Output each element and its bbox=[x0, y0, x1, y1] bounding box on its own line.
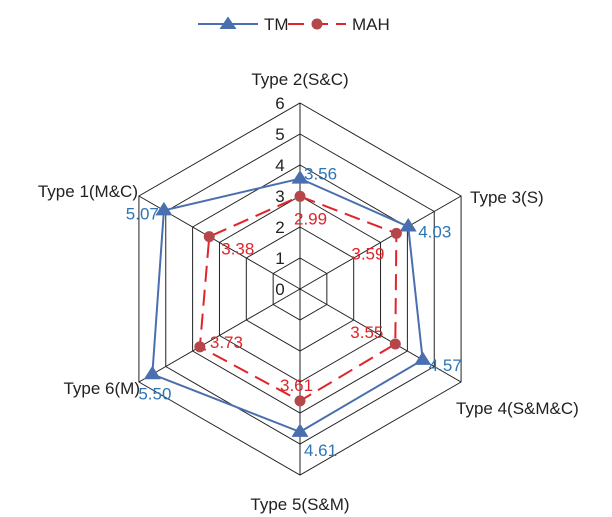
series-layer bbox=[143, 170, 432, 437]
category-labels: Type 2(S&C) Type 3(S) Type 4(S&M&C) Type 5(… bbox=[38, 70, 579, 514]
data-label-tm-5: 5.50 bbox=[138, 384, 171, 403]
data-label-mah-4: 3.61 bbox=[280, 376, 313, 395]
legend-label-mah: MAH bbox=[352, 15, 390, 34]
data-label-mah-2: 3.59 bbox=[351, 244, 384, 263]
marker-tm-2 bbox=[399, 218, 417, 232]
tick-label-2: 2 bbox=[275, 218, 284, 237]
tick-label-3: 3 bbox=[275, 187, 284, 206]
legend-item-tm: TM bbox=[198, 15, 289, 34]
data-labels: 3.56 4.03 4.57 4.61 5.50 5.07 2.99 3.59 3.55 3.61… bbox=[126, 165, 462, 460]
marker-mah-5 bbox=[194, 341, 206, 353]
category-label-4: Type 5(S&M) bbox=[250, 495, 349, 514]
tick-label-0: 0 bbox=[275, 280, 284, 299]
grid-spoke-3 bbox=[299, 288, 462, 383]
legend-marker-mah bbox=[311, 18, 323, 30]
radar-grid bbox=[138, 102, 462, 476]
tick-label-5: 5 bbox=[275, 125, 284, 144]
marker-mah-2 bbox=[390, 227, 402, 239]
marker-mah-4 bbox=[294, 395, 306, 407]
category-label-1: Type 2(S&C) bbox=[251, 70, 348, 89]
data-label-tm-6: 5.07 bbox=[126, 204, 159, 223]
data-label-tm-1: 3.56 bbox=[304, 165, 337, 184]
marker-tm-5 bbox=[143, 365, 161, 380]
data-label-mah-3: 3.55 bbox=[350, 323, 383, 342]
tick-label-4: 4 bbox=[275, 156, 284, 175]
legend-label-tm: TM bbox=[264, 15, 289, 34]
marker-tm-3 bbox=[414, 351, 432, 365]
radial-tick-labels: 0 1 2 3 4 5 6 bbox=[275, 94, 284, 299]
category-label-6: Type 1(M&C) bbox=[38, 182, 138, 201]
tick-label-1: 1 bbox=[275, 249, 284, 268]
grid-spoke-5 bbox=[138, 288, 301, 383]
category-label-2: Type 3(S) bbox=[470, 188, 544, 207]
marker-tm-1 bbox=[291, 170, 309, 184]
data-label-mah-6: 3.38 bbox=[221, 240, 254, 259]
legend-item-mah: MAH bbox=[288, 15, 390, 34]
grid-spoke-2 bbox=[299, 195, 462, 290]
data-label-tm-4: 4.61 bbox=[304, 441, 337, 460]
data-label-mah-5: 3.73 bbox=[210, 333, 243, 352]
category-label-3: Type 4(S&M&C) bbox=[456, 399, 579, 418]
legend: TM MAH bbox=[198, 15, 390, 34]
data-label-mah-1: 2.99 bbox=[294, 209, 327, 228]
marker-tm-6 bbox=[155, 201, 173, 216]
marker-tm-4 bbox=[291, 423, 309, 437]
marker-mah-6 bbox=[203, 231, 215, 243]
tick-label-6: 6 bbox=[275, 94, 284, 113]
category-label-5: Type 6(M) bbox=[63, 379, 140, 398]
data-label-tm-3: 4.57 bbox=[429, 356, 462, 375]
marker-mah-3 bbox=[389, 338, 401, 350]
marker-mah-1 bbox=[294, 190, 306, 202]
legend-marker-tm bbox=[219, 16, 237, 29]
data-label-tm-2: 4.03 bbox=[418, 223, 451, 242]
